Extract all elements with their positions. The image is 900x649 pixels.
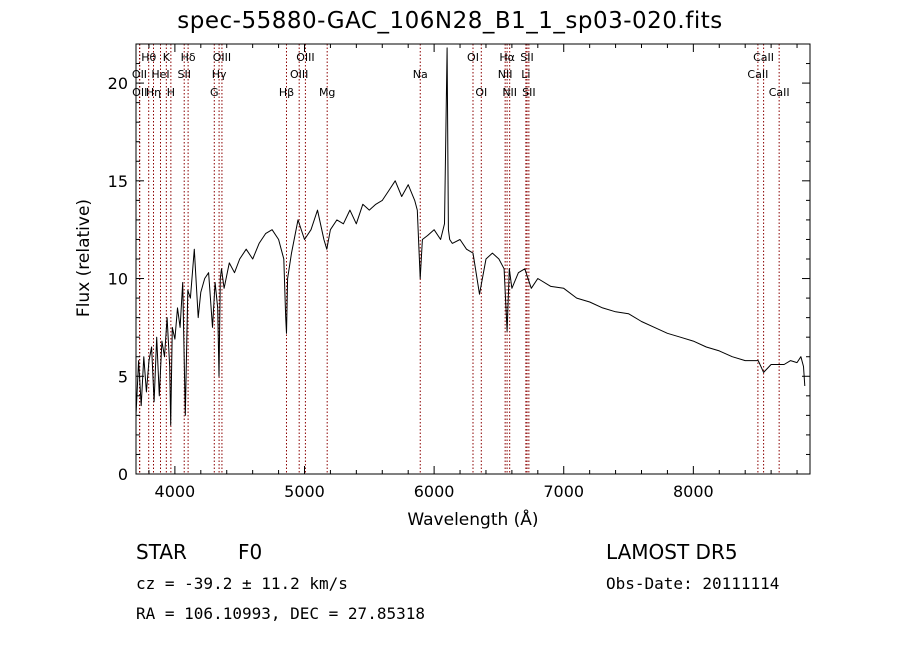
spectrum-line [135, 47, 806, 426]
line-marker-label: Mg [319, 86, 335, 99]
line-marker-label: G [210, 86, 219, 99]
chart-title: spec-55880-GAC_106N28_B1_1_sp03-020.fits [177, 8, 723, 34]
coordinates-readout: RA = 106.10993, DEC = 27.85318 [136, 604, 425, 623]
line-marker-label: OIII [213, 51, 231, 64]
x-tick-label: 7000 [543, 482, 584, 501]
line-marker-label: Hα [499, 51, 515, 64]
line-marker-label: H [167, 86, 175, 99]
x-tick-label: 4000 [155, 482, 196, 501]
line-marker-label: Na [413, 68, 428, 81]
line-marker-label: HeI [151, 68, 169, 81]
y-tick-label: 10 [108, 270, 128, 289]
y-axis-label: Flux (relative) [74, 198, 94, 318]
line-marker-label: SII [520, 51, 533, 64]
emission-line-markers [138, 44, 780, 474]
spectrum-series [135, 47, 806, 426]
y-tick-label: 0 [118, 465, 128, 484]
object-class: STAR [136, 540, 187, 564]
line-marker-label: OI [467, 51, 479, 64]
x-axis-label: Wavelength (Å) [407, 510, 539, 530]
x-tick-label: 5000 [284, 482, 325, 501]
y-tick-label: 5 [118, 367, 128, 386]
survey-name: LAMOST DR5 [606, 540, 738, 564]
line-marker-label: K [163, 51, 171, 64]
line-marker-label: SII [522, 86, 535, 99]
line-marker-label: Hγ [212, 68, 227, 81]
y-tick-label: 20 [108, 74, 128, 93]
x-axis: 4000 5000 6000 7000 8000 [148, 44, 798, 501]
observation-date: Obs-Date: 20111114 [606, 574, 780, 593]
line-marker-label: OIII [290, 68, 308, 81]
line-marker-label: Hβ [279, 86, 294, 99]
object-subclass: F0 [238, 540, 263, 564]
line-marker-label: NII [498, 68, 513, 81]
x-tick-label: 6000 [414, 482, 455, 501]
y-axis: 0 5 10 15 20 [108, 63, 810, 484]
line-marker-label: Li [521, 68, 530, 81]
line-marker-label: CaII [769, 86, 790, 99]
y-tick-label: 15 [108, 172, 128, 191]
line-marker-label: SII [177, 68, 190, 81]
line-marker-label: Hη [146, 86, 161, 99]
line-marker-label: OI [475, 86, 487, 99]
line-marker-label: Hδ [181, 51, 196, 64]
x-tick-label: 8000 [673, 482, 714, 501]
line-marker-label: OII [132, 68, 147, 81]
redshift-readout: cz = -39.2 ± 11.2 km/s [136, 574, 348, 593]
line-marker-label: OIII [296, 51, 314, 64]
line-marker-label: NII [502, 86, 517, 99]
line-marker-label: CaII [747, 68, 768, 81]
line-marker-label: CaII [753, 51, 774, 64]
line-marker-label: Hθ [141, 51, 156, 64]
